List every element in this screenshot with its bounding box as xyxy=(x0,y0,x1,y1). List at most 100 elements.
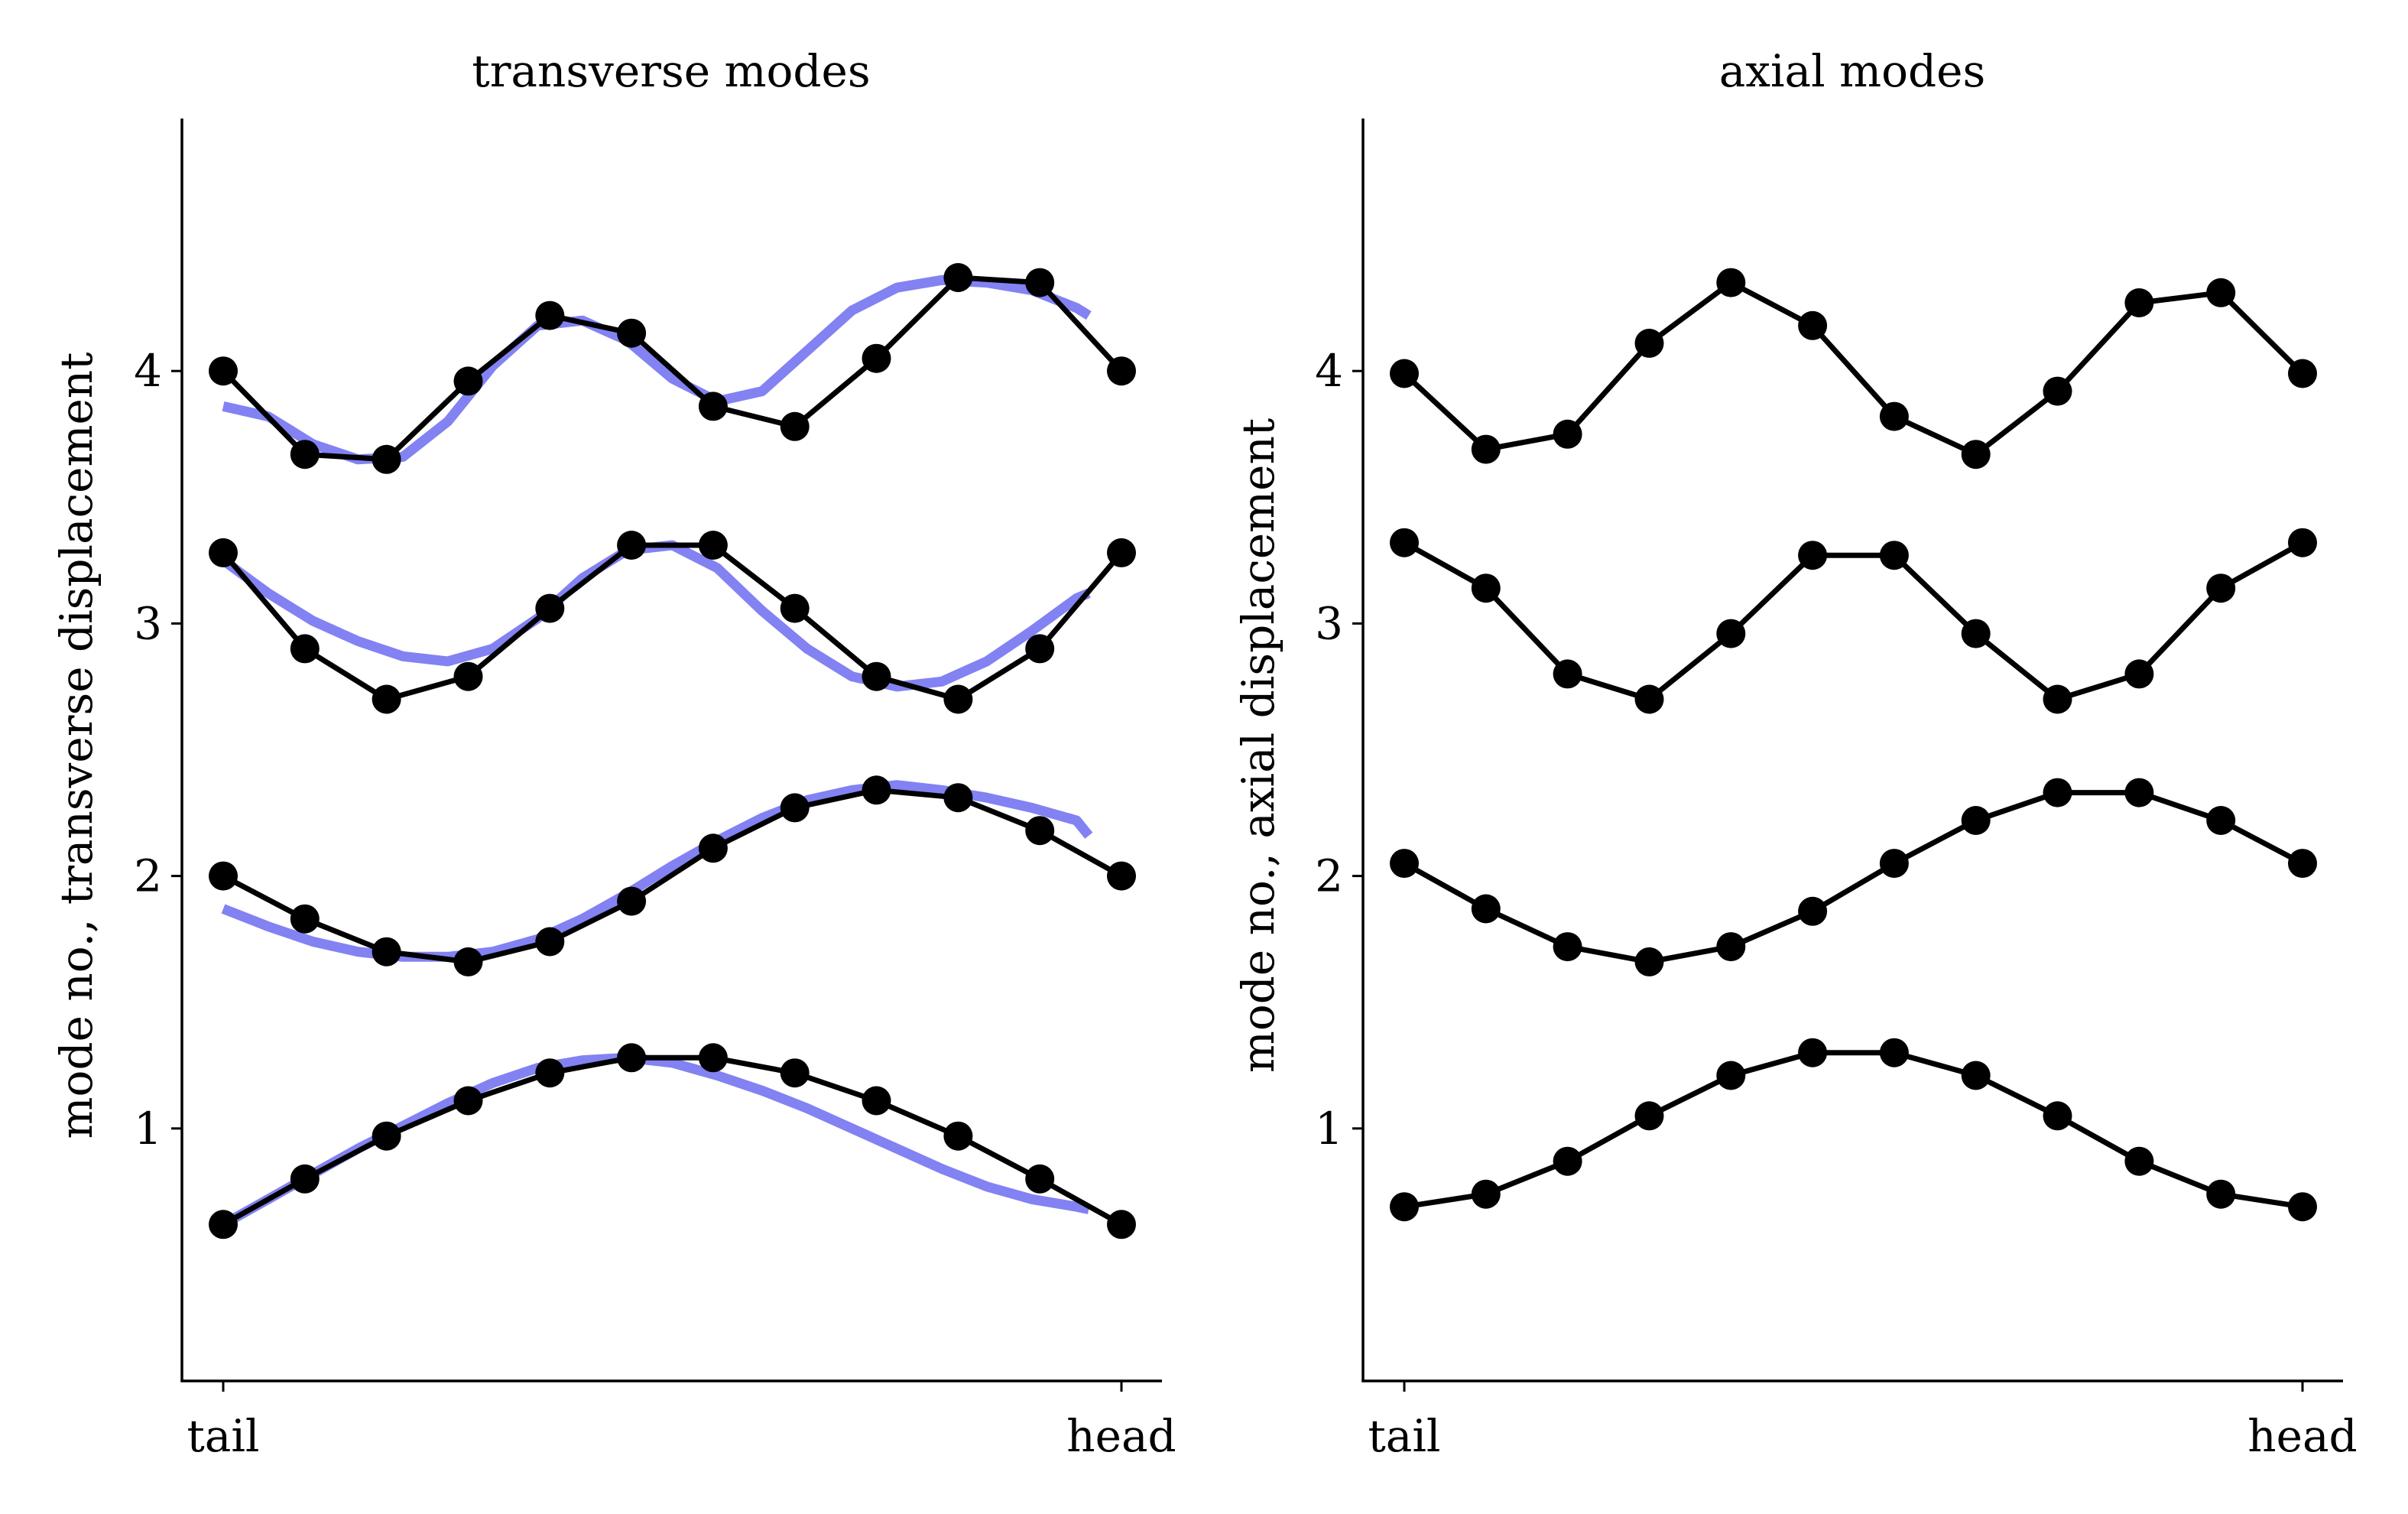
mode-4-point xyxy=(943,263,973,292)
mode-4-point xyxy=(2288,359,2317,388)
y-tick-label: 4 xyxy=(134,345,162,397)
mode-1-point xyxy=(1879,1038,1909,1067)
mode-1-point xyxy=(1798,1038,1828,1067)
mode-1-line xyxy=(1404,1050,2303,1210)
mode-3-point xyxy=(1025,634,1055,664)
mode-2-point xyxy=(1961,806,1991,835)
mode-2-point xyxy=(617,886,647,916)
y-ticks-transverse: 1 2 3 4 xyxy=(134,345,182,1155)
mode-3-point xyxy=(290,634,320,664)
mode-1-line xyxy=(222,1054,1123,1227)
x-tick-label-tail: tail xyxy=(1368,1410,1441,1462)
mode-1-point xyxy=(862,1086,891,1116)
mode-2-point xyxy=(1025,816,1055,846)
mode-3-point xyxy=(535,593,565,623)
mode-4-point xyxy=(209,356,238,386)
mode-2-point xyxy=(453,947,483,976)
mode-3-point xyxy=(862,661,891,691)
mode-4-point xyxy=(1107,356,1136,386)
mode-1-point xyxy=(453,1086,483,1116)
mode-1-point xyxy=(1634,1101,1664,1131)
mode-2-point xyxy=(698,833,728,863)
mode-1-point xyxy=(1390,1192,1419,1222)
mode-4-line xyxy=(221,275,1124,463)
fit-curve-3 xyxy=(220,540,1091,692)
x-tick-label-head: head xyxy=(1066,1410,1176,1462)
mode-1-point xyxy=(2288,1192,2317,1222)
y-ticks-axial: 1 2 3 4 xyxy=(1315,345,1363,1155)
mode-2-point xyxy=(535,927,565,957)
mode-4-point xyxy=(1471,434,1501,464)
mode-1-point xyxy=(2206,1179,2236,1209)
panel-title-axial: axial modes xyxy=(1719,45,1986,97)
mode-4-point xyxy=(2124,288,2154,317)
mode-3-point xyxy=(1716,619,1746,648)
mode-3-point xyxy=(1798,541,1828,570)
mode-2-point xyxy=(209,861,238,891)
mode-3-point xyxy=(1879,541,1909,570)
mode-1-point xyxy=(1553,1146,1582,1176)
mode-1-point xyxy=(372,1121,401,1151)
mode-2-point xyxy=(1634,947,1664,976)
mode-4-point xyxy=(2043,376,2072,406)
mode-1-point xyxy=(1716,1061,1746,1090)
mode-2-point xyxy=(862,775,891,805)
mode-4-point xyxy=(535,301,565,330)
y-tick-label: 4 xyxy=(1315,345,1343,397)
mode-2-point xyxy=(2288,849,2317,879)
mode-2-point xyxy=(1390,849,1419,879)
mode-2-point xyxy=(1798,896,1828,926)
mode-2-point xyxy=(2043,778,2072,807)
mode-4-point xyxy=(1553,419,1582,449)
mode-3-point xyxy=(943,684,973,714)
mode-3-point xyxy=(1107,538,1136,567)
mode-4-point xyxy=(290,440,320,469)
mode-1-point xyxy=(780,1058,810,1088)
y-axis-label-transverse: mode no., transverse displacement xyxy=(50,353,102,1139)
x-ticks-transverse: tail head xyxy=(187,1381,1176,1462)
mode-2-point xyxy=(780,793,810,823)
y-tick-label: 2 xyxy=(134,850,162,902)
mode-2-line xyxy=(1403,790,2304,965)
mode-4-point xyxy=(1798,310,1828,340)
y-tick-label: 3 xyxy=(134,597,162,649)
mode-1-point xyxy=(1961,1061,1991,1090)
x-ticks-axial: tail head xyxy=(1368,1381,2358,1462)
mode-3-point xyxy=(1553,659,1582,689)
mode-2-point xyxy=(1716,932,1746,962)
mode-2-point xyxy=(1879,849,1909,879)
mode-4-point xyxy=(1390,359,1419,388)
axial-modes-panel: axial modes mode no., axial displacement… xyxy=(1232,45,2358,1462)
y-tick-label: 2 xyxy=(1315,850,1343,902)
mode-1-point xyxy=(535,1058,565,1088)
mode-4-point xyxy=(372,444,401,474)
mode-3-point xyxy=(2124,659,2154,689)
mode-2-point xyxy=(943,783,973,813)
mode-4-point xyxy=(453,366,483,396)
mode-4-point xyxy=(1716,268,1746,297)
mode-2-point xyxy=(372,937,401,967)
y-tick-label: 1 xyxy=(134,1103,162,1155)
mode-3-point xyxy=(453,661,483,691)
mode-3-line xyxy=(1403,540,2304,702)
mode-4-point xyxy=(1634,328,1664,358)
panel-title-transverse: transverse modes xyxy=(472,45,870,97)
mode-1-point xyxy=(1471,1179,1501,1209)
mode-4-point xyxy=(698,391,728,421)
mode-3-point xyxy=(2288,528,2317,557)
mode-1-point xyxy=(2043,1101,2072,1131)
mode-1-point xyxy=(617,1043,647,1073)
mode-1-point xyxy=(1107,1210,1136,1239)
mode-4-point xyxy=(1879,401,1909,431)
mode-2-point xyxy=(2206,806,2236,835)
mode-3-point xyxy=(1634,684,1664,714)
mode-4-point xyxy=(862,343,891,373)
mode-3-point xyxy=(2206,573,2236,603)
y-tick-label: 1 xyxy=(1315,1103,1343,1155)
x-tick-label-tail: tail xyxy=(187,1410,260,1462)
mode-3-point xyxy=(1961,619,1991,648)
y-tick-label: 3 xyxy=(1315,597,1343,649)
plot-area-transverse xyxy=(209,263,1136,1239)
mode-3-point xyxy=(617,531,647,560)
